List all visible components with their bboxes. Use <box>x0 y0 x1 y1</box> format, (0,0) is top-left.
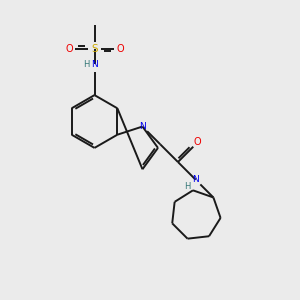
Text: S: S <box>91 44 98 54</box>
Text: O: O <box>116 44 124 54</box>
Text: O: O <box>65 44 73 54</box>
Text: N: N <box>139 122 146 131</box>
Text: H: H <box>184 182 191 191</box>
Text: H: H <box>83 60 89 69</box>
Text: O: O <box>194 137 201 148</box>
Text: N: N <box>192 175 199 184</box>
Text: N: N <box>91 60 98 69</box>
